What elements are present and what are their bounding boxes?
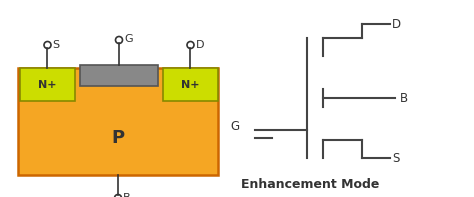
Bar bbox=[18, 68, 218, 175]
Text: N+: N+ bbox=[181, 80, 200, 89]
Text: G: G bbox=[231, 120, 240, 133]
Text: G: G bbox=[124, 34, 133, 44]
Text: N+: N+ bbox=[38, 80, 57, 89]
Text: B: B bbox=[123, 193, 131, 197]
Bar bbox=[163, 68, 218, 101]
Bar bbox=[80, 65, 158, 86]
Text: D: D bbox=[392, 18, 401, 31]
Text: S: S bbox=[53, 40, 60, 50]
Text: P: P bbox=[111, 129, 125, 147]
Text: D: D bbox=[195, 40, 204, 50]
Text: S: S bbox=[392, 151, 400, 164]
Bar bbox=[20, 68, 75, 101]
Text: Enhancement Mode: Enhancement Mode bbox=[241, 177, 379, 190]
Text: B: B bbox=[400, 91, 408, 104]
